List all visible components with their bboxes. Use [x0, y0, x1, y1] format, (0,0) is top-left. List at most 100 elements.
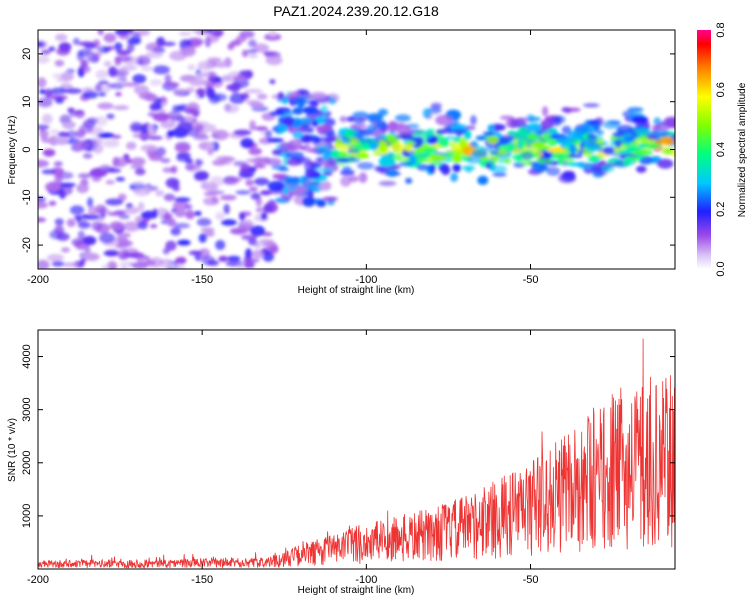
heatmap-cell-894: [636, 165, 647, 173]
heatmap-cell-423: [160, 120, 176, 129]
heatmap-cell-1078: [369, 143, 379, 151]
heatmap-cell-98: [197, 60, 214, 71]
heatmap-cell-662: [283, 186, 290, 195]
heatmap-cell-483: [40, 49, 51, 55]
heatmap-cell-1145: [401, 135, 413, 140]
heatmap-cell-97: [94, 116, 108, 126]
heatmap-cell-490: [112, 105, 130, 111]
heatmap-cell-355: [83, 252, 100, 261]
heatmap-cell-377: [191, 30, 204, 34]
heatmap-cell-504: [74, 215, 84, 220]
heatmap-cell-345: [198, 233, 207, 243]
heatmap-cell-661: [267, 180, 285, 192]
heatmap-cell-1115: [415, 152, 431, 158]
heatmap-cell-226: [106, 260, 118, 269]
heatmap-cell-983: [516, 139, 524, 150]
heatmap-cell-47: [97, 102, 114, 110]
heatmap-cell-1120: [567, 153, 584, 158]
heatmap-cell-1061: [623, 135, 636, 143]
heatmap-cell-641: [295, 156, 312, 165]
heatmap-cell-1167: [378, 141, 388, 153]
heatmap-cell-636: [279, 142, 291, 153]
heatmap-cell-61: [227, 255, 241, 262]
heatmap-cell-1081: [546, 147, 565, 153]
heatmap-cell-1156: [422, 108, 431, 119]
heatmap-cell-386: [120, 64, 138, 71]
heatmap-cell-202: [253, 43, 270, 53]
heatmap-cell-1171: [601, 163, 615, 173]
heatmap-cell-422: [120, 266, 128, 269]
heatmap-cell-1183: [335, 137, 342, 147]
heatmap-cell-1151: [661, 136, 675, 146]
heatmap-cell-306: [114, 56, 122, 66]
heatmap-cell-668: [326, 157, 337, 165]
heatmap-cell-432: [132, 133, 151, 139]
heatmap-cell-1132: [378, 156, 396, 167]
heatmap-cell-670: [292, 130, 304, 140]
heatmap-cell-325: [251, 106, 269, 112]
heatmap-cell-454: [132, 261, 148, 269]
heatmap-cell-449: [101, 264, 110, 269]
heatmap-cell-260: [91, 221, 103, 232]
heatmap-cell-262: [116, 232, 131, 239]
heatmap-cell-1134: [657, 158, 674, 169]
heatmap-cell-1098: [520, 160, 534, 166]
heatmap-cell-155: [134, 168, 146, 176]
heatmap-cell-399: [102, 139, 120, 148]
heatmap-cell-380: [115, 68, 129, 78]
heatmap-cell-950: [461, 165, 476, 171]
heatmap-cell-486: [45, 181, 61, 193]
heatmap-cell-331: [200, 227, 215, 233]
heatmap-cell-393: [207, 148, 214, 156]
heatmap-cell-472: [208, 71, 216, 82]
heatmap-cell-516: [163, 213, 173, 221]
heatmap-cell-256: [185, 162, 196, 171]
heatmap-cell-478: [157, 207, 166, 218]
heatmap-cell-351: [139, 124, 149, 134]
heatmap-cell-1094: [491, 165, 508, 174]
heatmap-cell-673: [316, 148, 334, 155]
heatmap-cell-647: [302, 196, 316, 207]
heatmap-cell-305: [106, 113, 115, 120]
heatmap-cell-499: [54, 225, 65, 236]
heatmap-cell-438: [66, 218, 76, 228]
heatmap-cell-105: [184, 115, 194, 124]
heatmap-cell-295: [61, 262, 79, 268]
heatmap-cell-1085: [430, 154, 446, 161]
heatmap-cell-644: [269, 111, 286, 116]
heatmap-cell-437: [103, 33, 117, 43]
heatmap-cell-79: [54, 218, 64, 226]
heatmap-cell-1107: [569, 143, 577, 155]
heatmap-cell-1095: [586, 134, 598, 139]
heatmap-cell-607: [292, 107, 304, 115]
heatmap-cell-465: [172, 88, 188, 95]
heatmap-ytick-label-2: 0: [21, 146, 33, 152]
heatmap-cell-479: [239, 212, 246, 221]
heatmap-cell-487: [54, 174, 63, 183]
heatmap-cell-1179: [516, 126, 528, 137]
heatmap-cell-1155: [656, 121, 671, 131]
heatmap-cell-460: [82, 214, 101, 220]
heatmap-cell-10: [126, 43, 135, 53]
heatmap-cell-473: [196, 170, 209, 181]
heatmap-cell-448: [57, 131, 69, 137]
heatmap-cell-354: [261, 242, 275, 247]
heatmap-cell-231: [158, 108, 166, 114]
heatmap-cell-1142: [614, 139, 622, 149]
snr-ytick-label-2: 3000: [21, 397, 33, 421]
heatmap-cell-1041: [438, 138, 450, 148]
heatmap-cell-257: [231, 76, 247, 81]
heatmap-cell-1084: [587, 119, 601, 125]
heatmap-cell-402: [76, 183, 89, 194]
heatmap-cell-1052: [608, 120, 622, 125]
colorbar-tick-label-3: 0.6: [715, 82, 727, 97]
heatmap-cell-198: [244, 88, 263, 94]
heatmap-cell-293: [46, 253, 65, 262]
heatmap-cell-1014: [386, 169, 399, 177]
heatmap-cell-513: [255, 126, 269, 131]
heatmap-cell-1144: [653, 129, 671, 138]
heatTicks-xtick-label-1: -150: [191, 274, 213, 286]
heatmap-cell-604: [292, 138, 303, 146]
heatmap-cell-119: [61, 122, 76, 127]
heatmap-cell-420: [82, 91, 99, 99]
